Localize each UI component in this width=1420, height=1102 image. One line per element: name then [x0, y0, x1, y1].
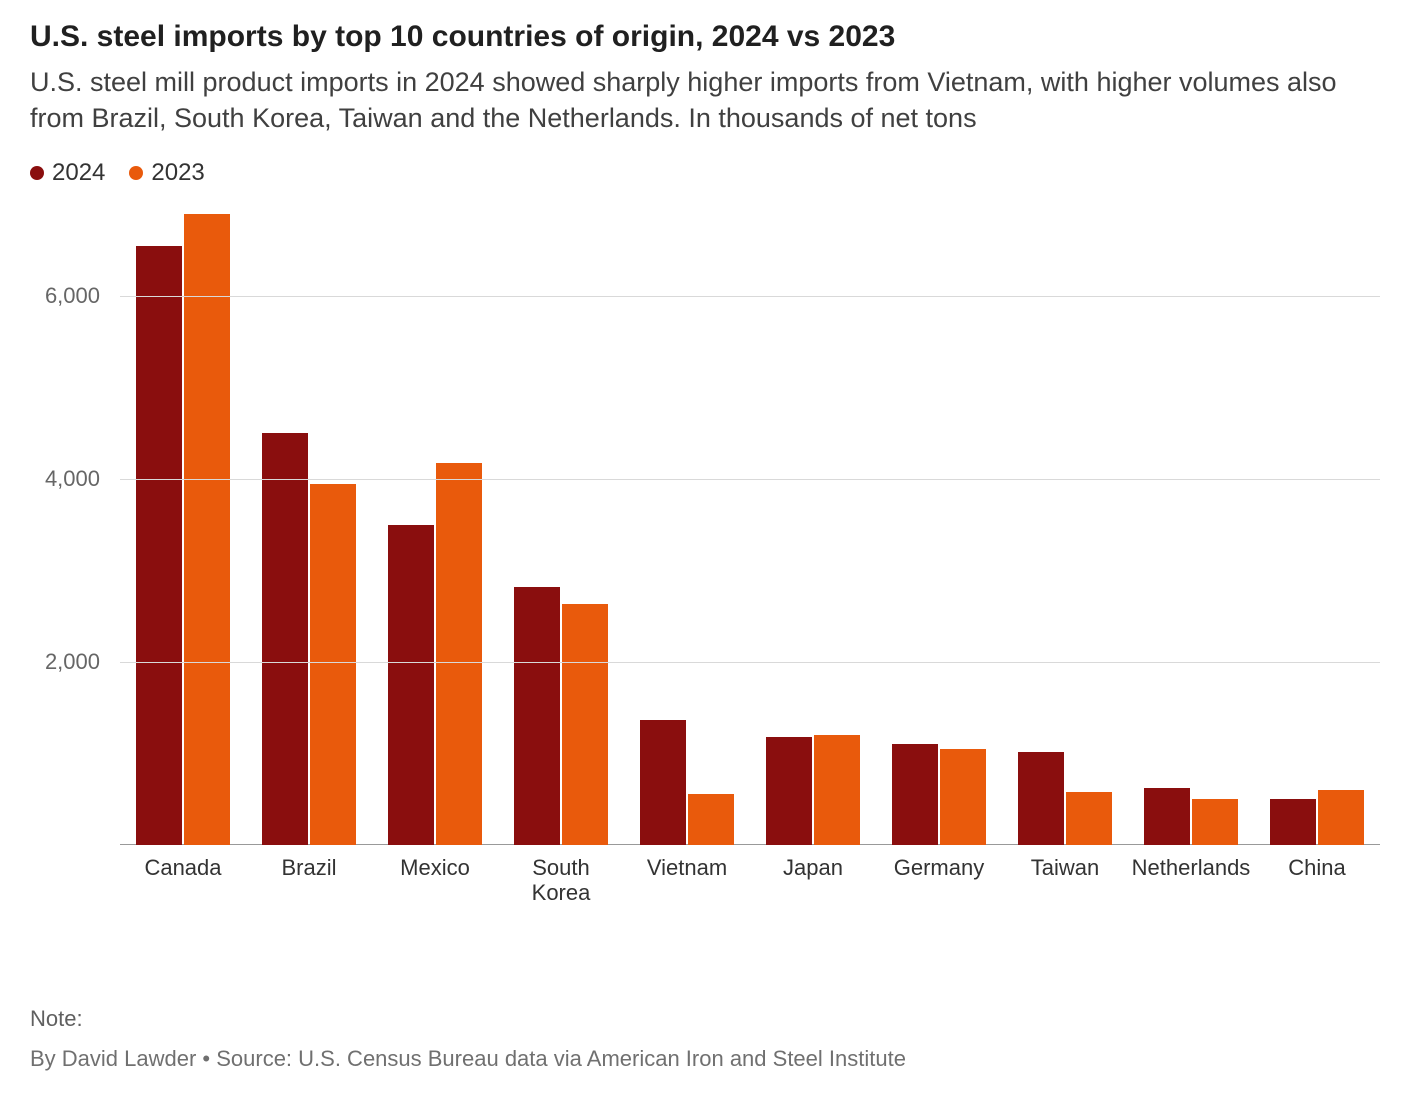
chart-subtitle: U.S. steel mill product imports in 2024 … [30, 64, 1390, 137]
bar-2024 [892, 744, 938, 845]
bar-2024 [262, 433, 308, 844]
bar-group [876, 205, 1002, 845]
bar-group [246, 205, 372, 845]
y-tick-label: 4,000 [30, 466, 110, 492]
legend-item: 2023 [129, 159, 204, 187]
bar-2024 [388, 525, 434, 845]
gridline [120, 479, 1380, 480]
legend-label: 2023 [151, 159, 204, 187]
bar-2023 [688, 794, 734, 845]
bar-2024 [640, 720, 686, 845]
y-tick-label: 6,000 [30, 283, 110, 309]
chart-area: 2,000 4,000 6,000 CanadaBrazilMexicoSouth … [30, 205, 1390, 905]
bar-group [750, 205, 876, 845]
bar-group [372, 205, 498, 845]
byline-source: By David Lawder • Source: U.S. Census Bu… [30, 1046, 1390, 1072]
chart-title: U.S. steel imports by top 10 countries o… [30, 20, 1390, 54]
bar-2024 [1270, 799, 1316, 845]
x-axis-label: Germany [876, 845, 1002, 905]
bar-2023 [1318, 790, 1364, 845]
bars [120, 205, 1380, 845]
bar-2024 [1018, 752, 1064, 845]
bar-2023 [184, 214, 230, 845]
x-axis-label: Canada [120, 845, 246, 905]
bar-2023 [814, 735, 860, 845]
gridline [120, 662, 1380, 663]
gridline [120, 296, 1380, 297]
bar-2023 [562, 604, 608, 845]
bar-group [1002, 205, 1128, 845]
legend-dot [129, 166, 143, 180]
bar-2024 [136, 246, 182, 845]
bar-2023 [1192, 799, 1238, 845]
x-axis-label: China [1254, 845, 1380, 905]
bar-group [498, 205, 624, 845]
bar-2023 [1066, 792, 1112, 845]
bar-group [1254, 205, 1380, 845]
y-tick-label: 2,000 [30, 649, 110, 675]
note-label: Note: [30, 1006, 1390, 1032]
legend-label: 2024 [52, 159, 105, 187]
x-axis-label: Netherlands [1128, 845, 1254, 905]
x-axis-label: Mexico [372, 845, 498, 905]
bar-2024 [1144, 788, 1190, 845]
x-axis-label: Brazil [246, 845, 372, 905]
legend-dot [30, 166, 44, 180]
plot-area [120, 205, 1380, 845]
bar-group [1128, 205, 1254, 845]
bar-group [624, 205, 750, 845]
bar-2024 [514, 587, 560, 845]
legend-item: 2024 [30, 159, 105, 187]
x-axis-label: Taiwan [1002, 845, 1128, 905]
bar-group [120, 205, 246, 845]
x-axis-label: Japan [750, 845, 876, 905]
x-axis-labels: CanadaBrazilMexicoSouth KoreaVietnamJapa… [120, 845, 1380, 905]
bar-2023 [310, 484, 356, 845]
x-axis-label: South Korea [498, 845, 624, 905]
legend: 2024 2023 [30, 159, 1390, 187]
chart-container: U.S. steel imports by top 10 countries o… [0, 0, 1420, 1102]
bar-2023 [436, 463, 482, 845]
bar-2024 [766, 737, 812, 845]
bar-2023 [940, 749, 986, 845]
chart-footer: Note: By David Lawder • Source: U.S. Cen… [30, 1006, 1390, 1072]
x-axis-label: Vietnam [624, 845, 750, 905]
y-axis: 2,000 4,000 6,000 [30, 205, 110, 845]
